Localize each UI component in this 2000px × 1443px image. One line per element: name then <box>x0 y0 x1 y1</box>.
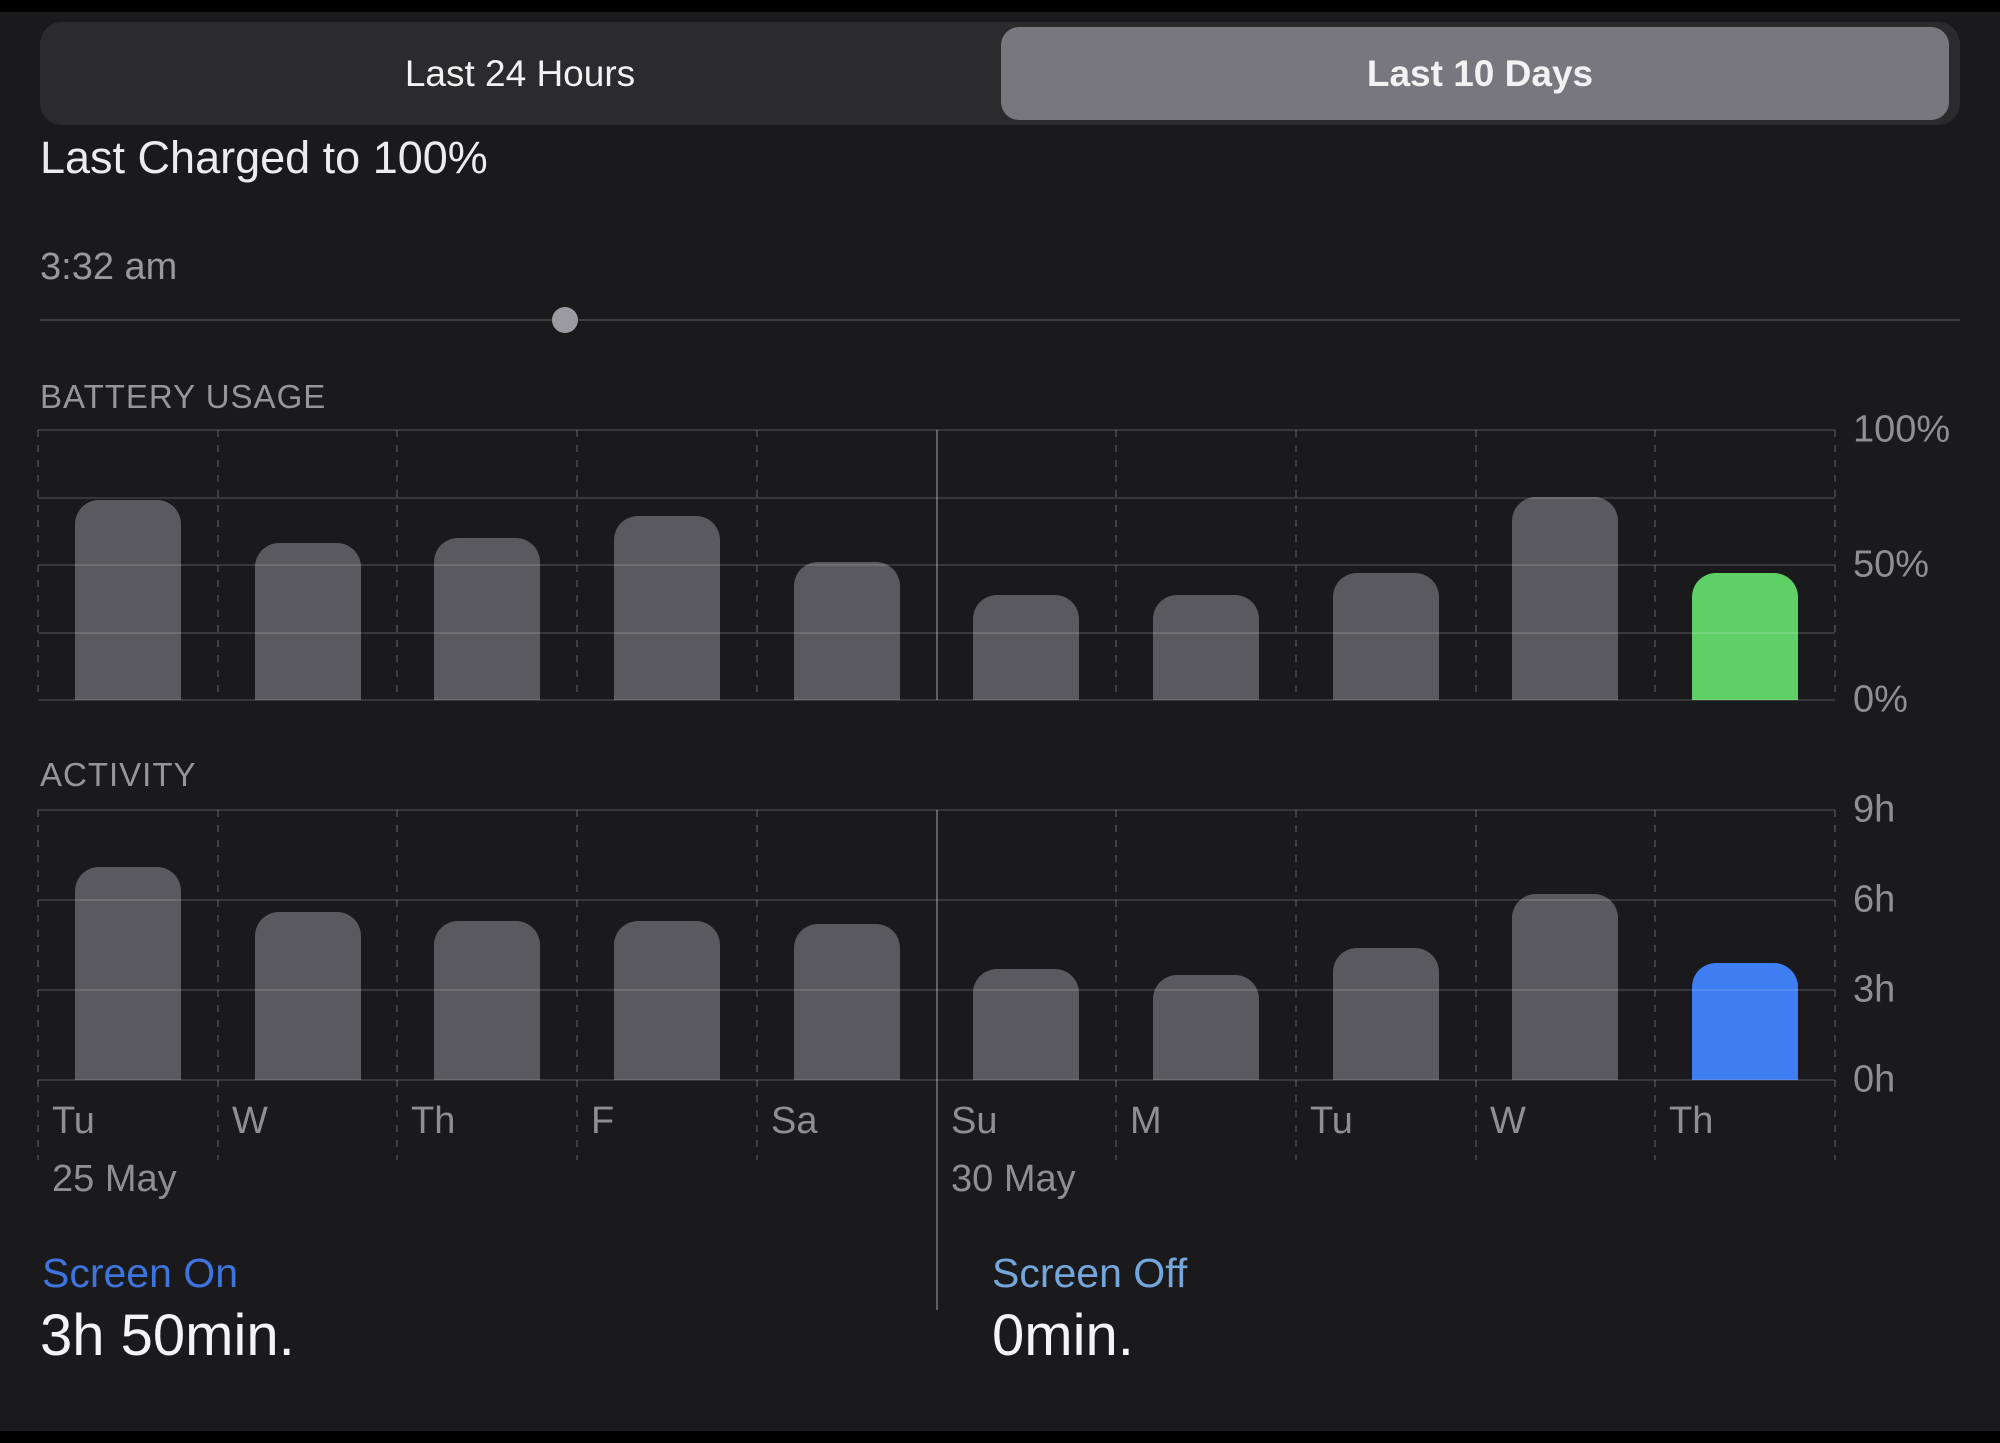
screen-off-label: Screen Off <box>992 1250 1188 1296</box>
day-gridline <box>1474 430 1477 700</box>
battery-usage-chart <box>37 429 1836 701</box>
time-range-segmented-control: Last 24 Hours Last 10 Days <box>40 22 1960 125</box>
day-gridline <box>1654 430 1657 700</box>
day-gridline <box>755 810 758 1160</box>
day-gridline <box>1294 810 1297 1160</box>
day-gridline <box>37 430 39 700</box>
activity-bar-Tu-7 <box>1333 948 1439 1080</box>
x-axis-day-label-Tu-7: Tu <box>1310 1100 1353 1142</box>
week-divider-line <box>935 430 938 700</box>
week-divider-line <box>935 810 938 1310</box>
battery-bar-W-1 <box>255 543 361 700</box>
top-bezel-strip <box>0 0 2000 12</box>
x-axis-day-label-Th-9: Th <box>1669 1100 1714 1142</box>
charge-timeline-divider <box>40 319 1960 321</box>
activity-bar-Tu-0 <box>75 867 181 1080</box>
last-charged-time: 3:32 am <box>40 246 178 288</box>
x-axis-date-label: 30 May <box>951 1158 1076 1200</box>
day-gridline <box>1115 810 1118 1160</box>
activity-hgridline <box>38 1079 1835 1081</box>
x-axis-day-label-Tu-0: Tu <box>52 1100 95 1142</box>
screen-on-value: 3h 50min. <box>40 1303 295 1368</box>
charge-timeline-dot-icon <box>552 307 578 333</box>
x-axis-day-label-M-6: M <box>1130 1100 1162 1142</box>
x-axis-day-label-W-8: W <box>1490 1100 1526 1142</box>
day-gridline <box>1654 810 1657 1160</box>
activity-ytick-9h: 9h <box>1853 788 1896 831</box>
battery-bar-W-8 <box>1512 497 1618 700</box>
activity-bar-Sa-4 <box>794 924 900 1080</box>
battery-ytick-0%: 0% <box>1853 678 1908 721</box>
day-gridline <box>1474 810 1477 1160</box>
x-axis-day-label-Sa-4: Sa <box>771 1100 818 1142</box>
segmented-selected-knob <box>1001 27 1949 120</box>
day-gridline <box>1294 430 1297 700</box>
battery-bar-F-3 <box>614 516 720 700</box>
battery-hgridline <box>38 699 1835 701</box>
battery-hgridline <box>38 564 1835 566</box>
tab-last-24-hours[interactable]: Last 24 Hours <box>40 22 1000 125</box>
bottom-bezel-strip <box>0 1431 2000 1443</box>
battery-ytick-50%: 50% <box>1853 543 1930 586</box>
activity-bar-W-1 <box>255 912 361 1080</box>
battery-ytick-100%: 100% <box>1853 408 1951 451</box>
activity-bar-F-3 <box>614 921 720 1080</box>
battery-bar-Sa-4 <box>794 562 900 700</box>
day-gridline <box>576 430 579 700</box>
day-gridline <box>216 430 219 700</box>
day-gridline <box>1834 810 1836 1160</box>
activity-chart <box>37 809 1836 1310</box>
activity-hgridline <box>38 989 1835 991</box>
activity-section-title: ACTIVITY <box>40 756 197 793</box>
last-charged-title: Last Charged to 100% <box>40 132 488 183</box>
tab-last-24-hours-label: Last 24 Hours <box>404 52 636 94</box>
battery-hgridline <box>38 632 1835 634</box>
day-gridline <box>1115 430 1118 700</box>
x-axis-day-label-Th-2: Th <box>411 1100 456 1142</box>
activity-bar-Th-2 <box>434 921 540 1080</box>
screen-off-value: 0min. <box>992 1303 1134 1368</box>
day-gridline <box>396 430 399 700</box>
activity-bar-W-8 <box>1512 894 1618 1080</box>
activity-ytick-0h: 0h <box>1853 1058 1896 1101</box>
tab-last-10-days-label: Last 10 Days <box>1366 52 1594 94</box>
battery-hgridline <box>38 497 1835 499</box>
battery-bar-Th-2 <box>434 538 540 700</box>
activity-ytick-3h: 3h <box>1853 968 1896 1011</box>
battery-bar-Tu-7 <box>1333 573 1439 700</box>
activity-hgridline <box>38 809 1835 811</box>
battery-bar-Tu-0 <box>75 500 181 700</box>
day-gridline <box>1834 430 1836 700</box>
battery-bar-Su-5 <box>973 595 1079 700</box>
activity-ytick-6h: 6h <box>1853 878 1896 921</box>
screen-on-label: Screen On <box>42 1250 238 1296</box>
battery-usage-section-title: BATTERY USAGE <box>40 378 327 415</box>
day-gridline <box>216 810 219 1160</box>
battery-hgridline <box>38 429 1835 431</box>
battery-bar-M-6 <box>1153 595 1259 700</box>
activity-bar-Su-5 <box>973 969 1079 1080</box>
tab-last-10-days[interactable]: Last 10 Days <box>1000 22 1960 125</box>
day-gridline <box>37 810 39 1160</box>
x-axis-day-label-F-3: F <box>591 1100 615 1142</box>
activity-bar-M-6 <box>1153 975 1259 1080</box>
battery-bar-Th-9 <box>1692 573 1798 700</box>
day-gridline <box>755 430 758 700</box>
x-axis-day-label-Su-5: Su <box>951 1100 998 1142</box>
activity-hgridline <box>38 899 1835 901</box>
day-gridline <box>396 810 399 1160</box>
x-axis-date-label: 25 May <box>52 1158 177 1200</box>
day-gridline <box>576 810 579 1160</box>
x-axis-day-label-W-1: W <box>232 1100 268 1142</box>
activity-bar-Th-9 <box>1692 963 1798 1080</box>
